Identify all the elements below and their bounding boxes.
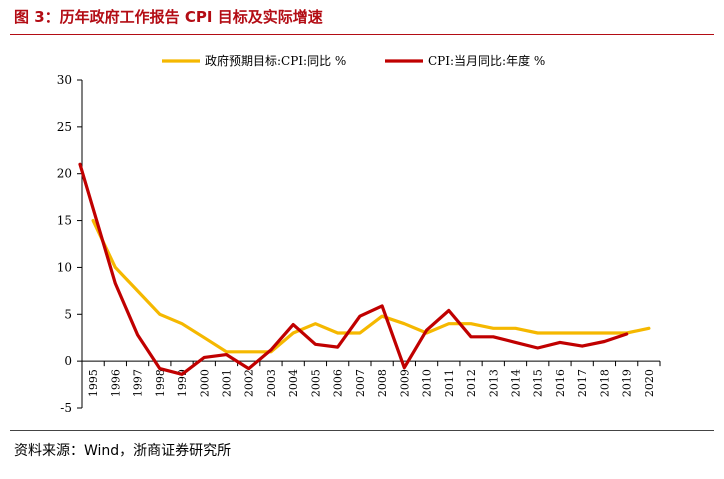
x-tick-label: 1999	[176, 369, 189, 397]
x-tick-label: 2011	[443, 369, 456, 397]
y-tick-label: 30	[57, 73, 72, 87]
x-tick-label: 2016	[554, 369, 567, 397]
series-actual-line	[78, 162, 629, 376]
x-tick-label: 2007	[354, 369, 367, 397]
x-tick-label: 1997	[132, 369, 145, 397]
y-tick-label: -5	[60, 401, 72, 415]
cpi-line-chart: 政府预期目标:CPI:同比 % CPI:当月同比:年度 % -5051015202…	[57, 53, 661, 415]
x-tick-label: 2008	[376, 369, 389, 397]
x-tick-label: 2015	[532, 369, 545, 397]
x-tick-label: 2001	[221, 369, 234, 397]
x-tick-label: 2020	[643, 369, 656, 397]
y-tick-label: 0	[64, 354, 72, 368]
source-note: 资料来源：Wind，浙商证券研究所	[14, 443, 232, 459]
x-tick-label: 2000	[198, 369, 211, 397]
x-tick-label: 2010	[421, 369, 434, 397]
title-rule	[10, 34, 714, 35]
x-tick-label: 1996	[109, 369, 122, 397]
x-tick-label: 2002	[243, 369, 256, 397]
x-tick-label: 2003	[265, 369, 278, 397]
legend: 政府预期目标:CPI:同比 % CPI:当月同比:年度 %	[162, 53, 545, 68]
y-tick-label: 10	[57, 260, 72, 274]
figure-title: 图 3：历年政府工作报告 CPI 目标及实际增速	[14, 8, 323, 26]
x-tick-label: 2012	[465, 369, 478, 397]
x-tick-label: 2018	[598, 369, 611, 397]
x-tick-label: 1995	[87, 369, 100, 397]
x-tick-label: 2014	[510, 369, 523, 397]
series-target-line	[91, 219, 651, 354]
x-tick-label: 2013	[487, 369, 500, 397]
source-rule	[10, 430, 714, 431]
y-tick-label: 25	[57, 120, 72, 134]
series-lines	[78, 162, 651, 376]
x-tick-label: 2005	[309, 369, 322, 397]
x-tick-label: 2019	[621, 369, 634, 397]
x-tick-label: 2006	[332, 369, 345, 397]
x-tick-label: 2004	[287, 369, 300, 397]
x-tick-label: 1998	[154, 369, 167, 397]
legend-label-actual: CPI:当月同比:年度 %	[428, 53, 545, 68]
legend-label-target: 政府预期目标:CPI:同比 %	[205, 53, 346, 68]
y-tick-label: 20	[57, 167, 72, 181]
x-tick-label: 2009	[398, 369, 411, 397]
y-tick-label: 15	[57, 214, 72, 228]
y-tick-label: 5	[64, 307, 72, 321]
axes: -5 0 5 10 15 20 25 30 1995 1996 1997 1998 1999 2000 20…	[57, 73, 661, 415]
x-tick-label: 2017	[576, 369, 589, 397]
